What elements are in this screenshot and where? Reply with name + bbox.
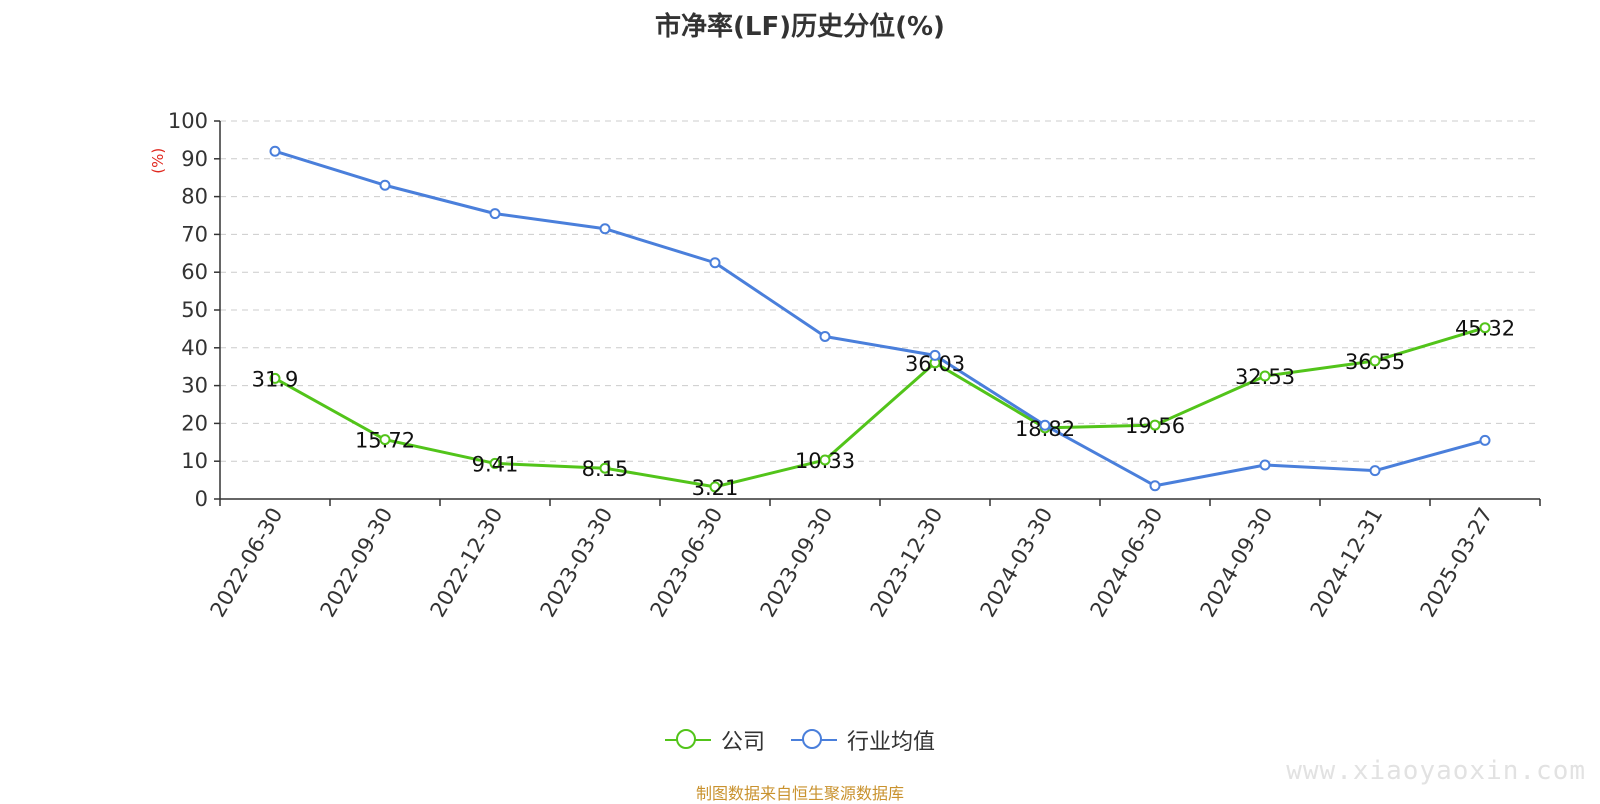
data-point — [1149, 480, 1161, 492]
legend-swatch-industry — [791, 728, 837, 752]
y-tick-label: 30 — [181, 374, 208, 398]
data-point — [709, 481, 721, 493]
x-tick-label: 2022-09-30 — [316, 504, 398, 622]
data-point — [1479, 434, 1491, 446]
data-label: 36.03 — [905, 352, 965, 376]
data-label: 10.33 — [795, 449, 855, 473]
y-tick-label: 70 — [181, 222, 208, 246]
data-point — [819, 454, 831, 466]
x-tick-label: 2023-12-30 — [866, 504, 948, 622]
data-point — [379, 179, 391, 191]
legend: 公司 行业均值 — [0, 724, 1600, 756]
legend-item-industry[interactable]: 行业均值 — [791, 724, 935, 756]
data-point — [1259, 459, 1271, 471]
data-point — [489, 208, 501, 220]
x-tick-label: 2023-06-30 — [646, 504, 728, 622]
data-point — [269, 145, 281, 157]
data-label: 18.82 — [1015, 417, 1075, 441]
data-point — [1479, 322, 1491, 334]
x-tick-label: 2022-12-30 — [426, 504, 508, 622]
data-point — [489, 457, 501, 469]
data-point — [1039, 419, 1051, 431]
data-point — [269, 372, 281, 384]
data-point — [599, 223, 611, 235]
y-tick-label: 40 — [181, 336, 208, 360]
y-tick-label: 100 — [168, 109, 208, 133]
y-tick-label: 0 — [195, 487, 208, 511]
data-labels: 31.9 15.72 9.41 8.15 3.21 10.33 36.03 18.82 19.5… — [252, 317, 1515, 500]
data-label: 45.32 — [1455, 317, 1515, 341]
x-tick-label: 2024-12-31 — [1306, 504, 1388, 622]
source-note: 制图数据来自恒生聚源数据库 — [695, 784, 904, 803]
y-axis-label: (%) — [149, 148, 167, 174]
x-tick-label: 2025-03-27 — [1416, 504, 1498, 622]
data-label: 15.72 — [355, 429, 415, 453]
data-point — [819, 330, 831, 342]
data-point — [379, 434, 391, 446]
y-tick-label: 50 — [181, 298, 208, 322]
grid-lines — [220, 120, 1540, 462]
data-label: 36.55 — [1345, 350, 1405, 374]
y-tick-label: 80 — [181, 185, 208, 209]
legend-swatch-company — [664, 728, 711, 752]
data-point — [599, 462, 611, 474]
data-label: 3.21 — [692, 476, 739, 500]
data-point — [1369, 355, 1381, 367]
legend-label-industry: 行业均值 — [847, 730, 936, 755]
data-label: 32.53 — [1235, 365, 1295, 389]
data-label: 19.56 — [1125, 414, 1185, 438]
data-point — [929, 349, 941, 361]
x-tick-label: 2024-06-30 — [1086, 504, 1168, 622]
x-tick-label: 2024-09-30 — [1196, 504, 1278, 622]
watermark: www.xiaoyaoxin.com — [1286, 756, 1586, 786]
legend-item-company[interactable]: 公司 — [664, 724, 765, 756]
data-point — [1369, 465, 1381, 477]
x-tick-label: 2023-03-30 — [536, 504, 618, 622]
legend-label-company: 公司 — [720, 730, 765, 755]
data-point — [1149, 419, 1161, 431]
series-line-0 — [274, 326, 1486, 489]
x-tick-label: 2023-09-30 — [756, 504, 838, 622]
data-label: 31.9 — [252, 367, 299, 391]
data-point — [709, 257, 721, 269]
data-point — [1259, 370, 1271, 382]
y-tick-label: 20 — [181, 411, 208, 435]
x-tick-label: 2022-06-30 — [206, 504, 288, 622]
data-label: 8.15 — [582, 457, 629, 481]
axes: 0 10 20 30 40 50 60 70 80 90 100(%) 2022-06-30 2022-… — [149, 109, 1541, 622]
chart-title: 市净率(LF)历史分位(%) — [655, 12, 945, 42]
data-label: 9.41 — [472, 452, 519, 476]
series-line-1 — [274, 149, 1486, 488]
y-tick-label: 60 — [181, 260, 208, 284]
x-tick-label: 2024-03-30 — [976, 504, 1058, 622]
series-group — [269, 145, 1491, 493]
y-tick-label: 10 — [181, 449, 208, 473]
y-tick-label: 90 — [181, 147, 208, 171]
